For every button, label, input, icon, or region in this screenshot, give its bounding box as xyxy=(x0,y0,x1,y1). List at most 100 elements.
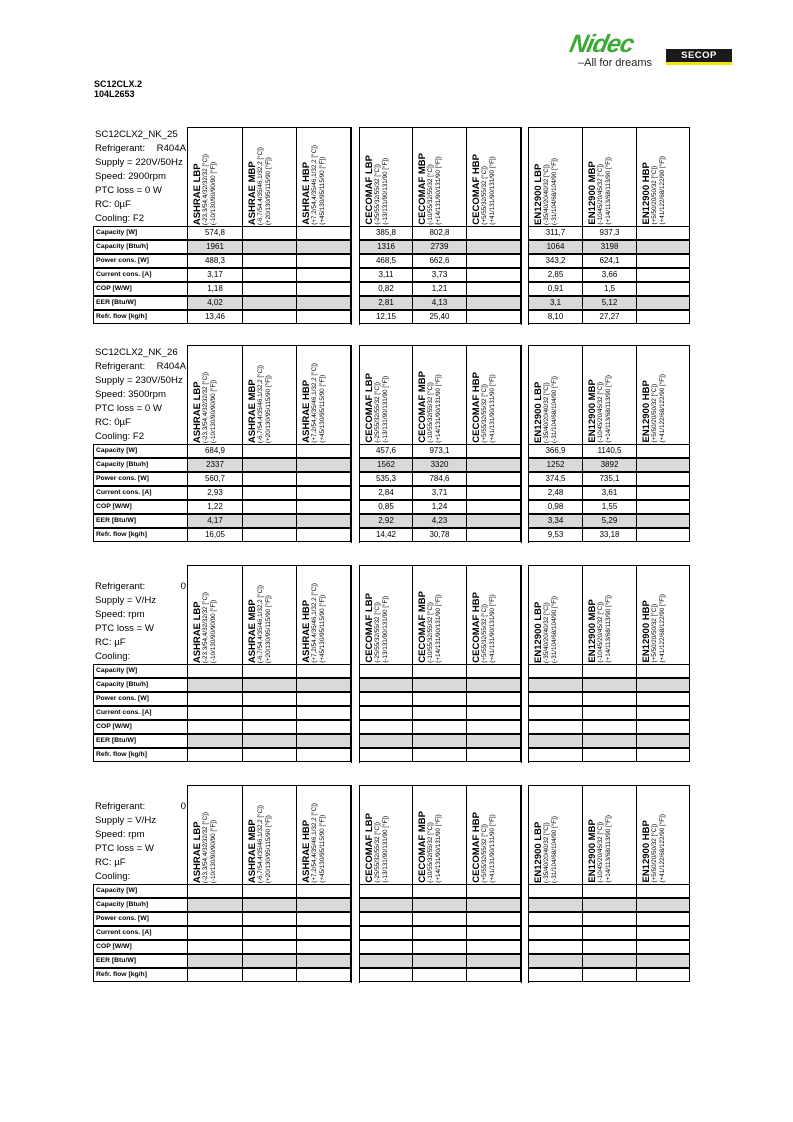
row-label: Current cons. [A] xyxy=(93,926,188,940)
value-cell: 1,5 xyxy=(582,282,637,296)
row-label: COP [W/W] xyxy=(93,720,188,734)
value-cell xyxy=(636,282,690,296)
column-header-text: CECOMAF LBP (-25/55/32/55/32 [°C]) (-13/13… xyxy=(364,155,390,225)
value-cell xyxy=(528,968,583,982)
column-celsius: (+5/50/20/50/32 [°C]) xyxy=(651,604,658,663)
nidec-secop-logo: Nidec –All for dreams SECOP xyxy=(567,30,738,72)
value-cell xyxy=(296,940,351,954)
value-cell xyxy=(359,968,413,982)
value-cell xyxy=(582,664,637,678)
value-cell xyxy=(582,692,637,706)
value-cell xyxy=(187,884,243,898)
column-celsius: (-10/45/20/45/32 [°C]) xyxy=(597,822,604,883)
value-cell xyxy=(466,734,521,748)
value-cell: 802,8 xyxy=(412,226,467,240)
value-cell xyxy=(466,472,521,486)
value-cell xyxy=(582,884,637,898)
value-cell xyxy=(466,748,521,762)
condition-line: Supply = V/Hz xyxy=(95,815,157,826)
column-fahrenheit: (+14/131/90/131/90 [°F]) xyxy=(435,374,442,443)
column-celsius: (-23,3/54,4/32/32/32 [°C]) xyxy=(202,591,209,663)
value-cell xyxy=(636,912,690,926)
row-label: Current cons. [A] xyxy=(93,706,188,720)
value-cell xyxy=(636,458,690,472)
value-cell: 3,11 xyxy=(359,268,413,282)
row-label: Power cons. [W] xyxy=(93,472,188,486)
value-cell: 2,92 xyxy=(359,514,413,528)
value-cell: 14,42 xyxy=(359,528,413,542)
value-cell: 8,10 xyxy=(528,310,583,324)
column-header-text: ASHRAE LBP (-23,3/54,4/32/32/32 [°C]) (-10… xyxy=(192,372,218,443)
column-header-text: ASHRAE MBP (-6,7/54,4/35/46,1/32,2 [°C])(… xyxy=(247,147,273,225)
value-cell xyxy=(242,706,297,720)
value-cell xyxy=(296,720,351,734)
value-cell xyxy=(582,898,637,912)
value-cell xyxy=(187,940,243,954)
column-celsius: (+7,2/54,4/35/46,1/32,2 [°C]) xyxy=(311,363,318,443)
value-cell xyxy=(296,444,351,458)
value-cell xyxy=(296,678,351,692)
value-cell xyxy=(296,310,351,324)
column-celsius: (-10/55/32/55/32 [°C]) xyxy=(427,382,434,443)
column-header-text: CECOMAF HBP (+5/55/32/55/32 [°C]) (+41/131… xyxy=(471,154,497,225)
column-header-text: CECOMAF HBP (+5/55/32/55/32 [°C]) (+41/131… xyxy=(471,372,497,443)
value-cell xyxy=(242,528,297,542)
value-cell: 5,29 xyxy=(582,514,637,528)
column-header-text: ASHRAE LBP (-23,3/54,4/32/32/32 [°C]) (-10… xyxy=(192,812,218,883)
column-header-text: ASHRAE LBP (-23,3/54,4/32/32/32 [°C]) (-10… xyxy=(192,154,218,225)
column-header-text: CECOMAF MBP (-10/55/32/55/32 [°C]) (+14/13… xyxy=(417,591,443,663)
column-header-text: EN12900 MBP (-10/45/20/45/32 [°C]) (+14/11… xyxy=(587,157,613,225)
value-cell xyxy=(296,240,351,254)
value-cell xyxy=(242,310,297,324)
value-cell: 2,84 xyxy=(359,486,413,500)
column-fahrenheit: (+14/113/68/113/90 [°F]) xyxy=(605,815,612,883)
value-cell xyxy=(636,472,690,486)
value-cell xyxy=(296,514,351,528)
value-cell xyxy=(296,226,351,240)
value-cell xyxy=(242,268,297,282)
value-cell xyxy=(242,296,297,310)
column-header: EN12900 MBP (-10/45/20/45/32 [°C]) (+14/11… xyxy=(582,127,637,227)
column-header: ASHRAE LBP (-23,3/54,4/32/32/32 [°C]) (-10… xyxy=(187,785,243,885)
value-cell: 4,02 xyxy=(187,296,243,310)
value-cell: 5,12 xyxy=(582,296,637,310)
column-header: EN12900 HBP (+5/50/20/50/32 [°C]) (+41/122… xyxy=(636,127,690,227)
value-cell xyxy=(636,706,690,720)
column-fahrenheit: (+41/131/90/131/90 [°F]) xyxy=(489,814,496,883)
value-cell: 1,21 xyxy=(412,282,467,296)
column-header-text: ASHRAE HBP (+7,2/54,4/35/46,1/32,2 [°C])(… xyxy=(301,145,327,225)
value-cell xyxy=(187,968,243,982)
value-cell xyxy=(636,240,690,254)
condition-line: PTC loss = W xyxy=(95,623,154,634)
value-cell xyxy=(466,940,521,954)
value-cell xyxy=(359,678,413,692)
column-header-text: ASHRAE HBP (+7,2/54,4/35/46,1/32,2 [°C])(… xyxy=(301,583,327,663)
value-cell xyxy=(636,926,690,940)
value-cell: 1,18 xyxy=(187,282,243,296)
condition-line: Speed: rpm xyxy=(95,829,145,840)
column-celsius: (-25/55/32/55/32 [°C]) xyxy=(374,822,381,883)
row-label: Power cons. [W] xyxy=(93,692,188,706)
column-header: ASHRAE MBP (-6,7/54,4/35/46,1/32,2 [°C])(… xyxy=(242,127,297,227)
value-cell: 3,61 xyxy=(582,486,637,500)
column-celsius: (-10/45/20/45/32 [°C]) xyxy=(597,164,604,225)
column-header-text: EN12900 LBP (-35/40/20/40/32 [°C]) (-31/10… xyxy=(533,816,559,883)
value-cell: 684,9 xyxy=(187,444,243,458)
value-cell: 2337 xyxy=(187,458,243,472)
value-cell: 1252 xyxy=(528,458,583,472)
value-cell xyxy=(636,734,690,748)
value-cell xyxy=(187,748,243,762)
column-header: EN12900 HBP (+5/50/20/50/32 [°C]) (+41/122… xyxy=(636,785,690,885)
column-celsius: (+5/55/32/55/32 [°C]) xyxy=(481,166,488,225)
value-cell xyxy=(582,706,637,720)
value-cell xyxy=(528,664,583,678)
value-cell xyxy=(242,720,297,734)
value-cell: 488,3 xyxy=(187,254,243,268)
value-cell xyxy=(296,486,351,500)
value-cell: 4,17 xyxy=(187,514,243,528)
value-cell xyxy=(296,912,351,926)
value-cell: 973,1 xyxy=(412,444,467,458)
value-cell: 0,91 xyxy=(528,282,583,296)
compressor-variant xyxy=(95,566,188,580)
column-celsius: (+5/50/20/50/32 [°C]) xyxy=(651,824,658,883)
